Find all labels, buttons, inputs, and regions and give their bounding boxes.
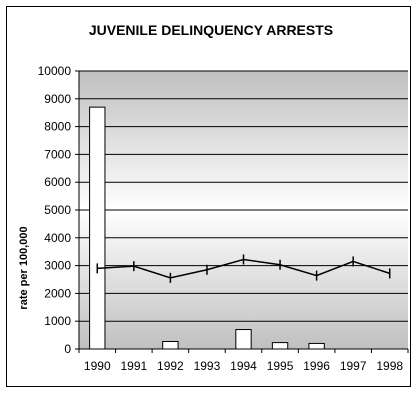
bar [89, 106, 106, 350]
x-tick-labels: 1990 1991 1992 1993 1994 1995 1996 1997 1998 [84, 359, 403, 373]
y-tick-label: 7000 [44, 147, 71, 161]
y-tick-label: 4000 [44, 231, 71, 245]
y-tick-label: 5000 [44, 203, 71, 217]
y-tick-label: 1000 [44, 314, 71, 328]
y-axis-label: rate per 100,000 [18, 226, 30, 309]
x-tick-label: 1993 [194, 359, 221, 373]
y-tick-label: 2000 [44, 286, 71, 300]
y-tick-label: 0 [64, 342, 71, 356]
x-tick-label: 1991 [120, 359, 147, 373]
x-tick-label: 1998 [376, 359, 403, 373]
x-tick-label: 1994 [230, 359, 257, 373]
y-tick-label: 9000 [44, 92, 71, 106]
axes [75, 70, 409, 353]
line-series [96, 254, 391, 283]
bar [235, 329, 252, 350]
x-tick-label: 1992 [157, 359, 184, 373]
y-tick-label: 8000 [44, 120, 71, 134]
x-tick-label: 1990 [84, 359, 111, 373]
y-tick-label: 6000 [44, 175, 71, 189]
bar [271, 342, 289, 350]
bar [308, 342, 325, 350]
x-tick-label: 1996 [303, 359, 330, 373]
y-tick-label: 3000 [44, 259, 71, 273]
x-tick-label: 1997 [340, 359, 367, 373]
y-tick-labels: 0 1000 2000 3000 4000 5000 6000 7000 8000 9000 100… [38, 64, 72, 356]
chart-title: JUVENILE DELINQUENCY ARRESTS [89, 22, 333, 38]
x-tick-label: 1995 [267, 359, 294, 373]
y-tick-label: 10000 [38, 64, 72, 78]
bar [162, 340, 179, 350]
